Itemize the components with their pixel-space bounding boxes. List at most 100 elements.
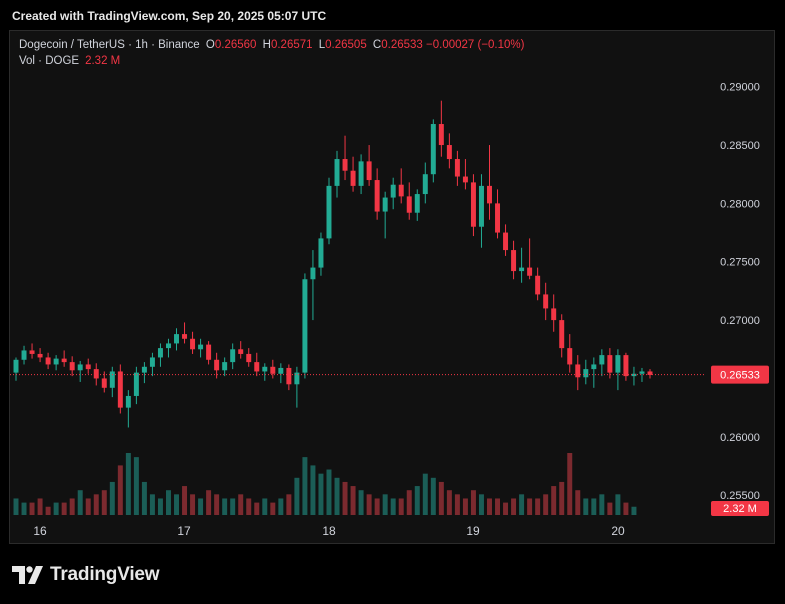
price-tick-label: 0.27000 <box>720 315 760 327</box>
candle-body <box>374 180 380 212</box>
candle-body <box>198 344 204 350</box>
candle-body <box>615 355 621 373</box>
candle-body <box>511 250 517 272</box>
volume-bar <box>430 477 436 515</box>
volume-bar <box>591 498 597 515</box>
volume-bar <box>478 494 484 515</box>
price-axis: 0.255000.260000.265000.270000.275000.280… <box>720 82 760 502</box>
candle-body <box>446 145 452 160</box>
candle-body <box>294 372 300 385</box>
candle-body <box>334 159 340 186</box>
candle-body <box>583 369 589 378</box>
volume-bar <box>318 473 324 515</box>
volume-bar <box>527 498 533 515</box>
candle-body <box>149 357 155 367</box>
candle-body <box>591 364 597 370</box>
candle-body <box>551 308 557 321</box>
volume-bar <box>406 490 412 515</box>
volume-bar <box>567 453 573 515</box>
volume-bar <box>238 494 244 515</box>
candle-body <box>182 334 188 339</box>
candle-body <box>631 373 637 377</box>
volume-bar <box>125 453 131 515</box>
high-value: 0.26571 <box>270 39 313 51</box>
candle-body <box>382 197 388 212</box>
candle-body <box>125 395 131 408</box>
volume-bar <box>454 494 460 515</box>
candle-body <box>503 232 509 251</box>
ohlc-row: Dogecoin / TetherUS · 1h · Binance O0.26… <box>19 37 524 53</box>
candle-body <box>647 371 653 375</box>
candle-body <box>29 350 35 354</box>
candle-body <box>141 366 147 373</box>
candle-body <box>470 182 476 227</box>
candle-body <box>567 348 573 365</box>
price-tick-label: 0.28000 <box>720 198 760 210</box>
volume-bar <box>310 465 316 515</box>
volume-bar <box>495 498 501 515</box>
volume-bar <box>503 502 509 515</box>
candle-body <box>85 364 91 370</box>
candle-body <box>246 353 252 363</box>
volume-title[interactable]: Vol · DOGE <box>19 55 80 67</box>
candle-body <box>270 366 276 374</box>
volume-bar <box>302 457 308 515</box>
volume-bar <box>631 506 637 515</box>
volume-bar <box>165 490 171 515</box>
price-tick-label: 0.28500 <box>720 140 760 152</box>
candle-body <box>535 275 541 295</box>
volume-bar <box>262 498 268 515</box>
volume-bar <box>470 490 476 515</box>
time-tick-label: 18 <box>322 524 336 538</box>
candle-body <box>607 355 613 373</box>
volume-bar <box>334 477 340 515</box>
candle-body <box>21 350 27 360</box>
volume-bar <box>278 498 284 515</box>
volume-bar <box>69 498 75 515</box>
volume-bar <box>230 498 236 515</box>
volume-bar <box>77 490 83 515</box>
volume-bar <box>487 498 492 515</box>
candle-body <box>559 320 565 349</box>
candle-body <box>214 359 220 371</box>
candle-body <box>302 279 308 373</box>
candle-body <box>438 124 444 146</box>
candle-body <box>358 161 364 186</box>
chart-panel[interactable]: 0.255000.260000.265000.270000.275000.280… <box>9 30 775 544</box>
candle-body <box>326 185 332 239</box>
candle-body <box>495 203 501 233</box>
price-chart[interactable]: 0.255000.260000.265000.270000.275000.280… <box>10 31 775 544</box>
last-price-label: 0.26533 <box>720 370 760 382</box>
time-tick-label: 20 <box>611 524 625 538</box>
candle-body <box>165 343 171 349</box>
candle-body <box>430 124 436 175</box>
chart-caption: Created with TradingView.com, Sep 20, 20… <box>12 9 327 23</box>
symbol-title[interactable]: Dogecoin / TetherUS · 1h · Binance <box>19 39 200 51</box>
volume-bar <box>446 490 452 515</box>
time-tick-label: 16 <box>33 524 47 538</box>
candle-body <box>117 371 123 408</box>
candle-body <box>254 362 260 372</box>
volume-bar <box>599 494 605 515</box>
volume-bar <box>543 494 549 515</box>
price-tick-label: 0.29000 <box>720 82 760 94</box>
candle-body <box>422 174 428 195</box>
candle-body <box>13 359 19 373</box>
volume-bar <box>109 481 115 515</box>
candle-body <box>61 358 67 363</box>
close-label: C <box>372 39 382 51</box>
volume-bar <box>607 502 613 515</box>
volume-bar <box>45 506 51 515</box>
volume-bar <box>270 502 276 515</box>
volume-row: Vol · DOGE 2.32 M <box>19 53 524 69</box>
volume-bar <box>390 498 396 515</box>
candle-body <box>310 267 316 280</box>
candle-body <box>350 170 356 186</box>
volume-bar <box>206 490 212 515</box>
candle-body <box>519 267 525 272</box>
price-tick-label: 0.27500 <box>720 257 760 269</box>
volume-bar <box>117 465 123 515</box>
volume-bar <box>583 498 589 515</box>
candle-body <box>623 355 629 377</box>
volume-bar <box>53 502 59 515</box>
